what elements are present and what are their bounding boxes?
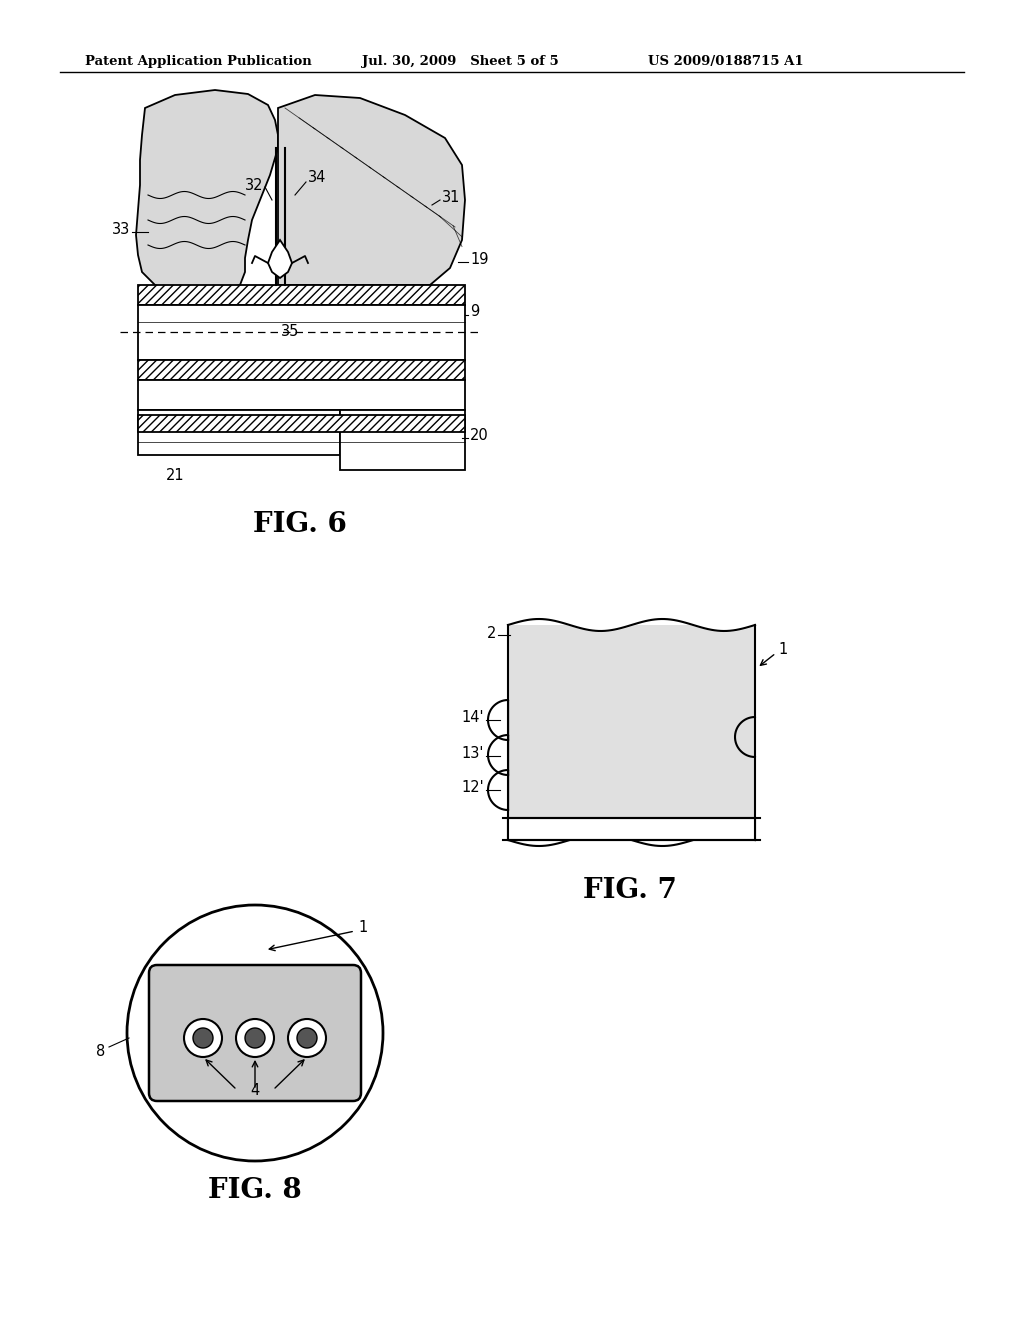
Polygon shape (138, 305, 465, 360)
Text: 1: 1 (358, 920, 368, 935)
Circle shape (184, 1019, 222, 1057)
Circle shape (297, 1028, 317, 1048)
Bar (508, 624, 755, 840)
Text: FIG. 6: FIG. 6 (253, 511, 347, 539)
Bar (508, 818, 755, 840)
Polygon shape (268, 240, 292, 279)
Text: Jul. 30, 2009   Sheet 5 of 5: Jul. 30, 2009 Sheet 5 of 5 (362, 55, 559, 69)
Circle shape (245, 1028, 265, 1048)
Polygon shape (278, 95, 465, 285)
Text: 12': 12' (462, 780, 484, 796)
Text: FIG. 8: FIG. 8 (208, 1176, 302, 1204)
Text: 14': 14' (462, 710, 484, 726)
Text: 8: 8 (96, 1044, 105, 1059)
Polygon shape (138, 360, 465, 380)
Text: 34: 34 (308, 170, 327, 186)
Text: FIG. 7: FIG. 7 (583, 876, 677, 903)
Text: 9: 9 (470, 305, 479, 319)
Text: 19: 19 (470, 252, 488, 268)
Text: 21: 21 (166, 467, 184, 483)
Text: 20: 20 (470, 428, 488, 442)
Text: 4: 4 (251, 1082, 260, 1098)
Text: 2: 2 (486, 626, 496, 640)
Text: 31: 31 (442, 190, 461, 206)
Text: Patent Application Publication: Patent Application Publication (85, 55, 311, 69)
Polygon shape (138, 414, 465, 432)
Circle shape (288, 1019, 326, 1057)
FancyBboxPatch shape (150, 965, 361, 1101)
Text: 13': 13' (462, 746, 484, 760)
Text: 33: 33 (112, 223, 130, 238)
Polygon shape (136, 90, 278, 294)
Text: 35: 35 (281, 325, 299, 339)
Polygon shape (340, 411, 465, 470)
Circle shape (236, 1019, 274, 1057)
Text: 32: 32 (245, 177, 263, 193)
Circle shape (127, 906, 383, 1162)
Polygon shape (138, 285, 465, 305)
Polygon shape (138, 380, 465, 411)
Text: US 2009/0188715 A1: US 2009/0188715 A1 (648, 55, 804, 69)
Circle shape (193, 1028, 213, 1048)
Text: 1: 1 (778, 643, 787, 657)
Polygon shape (138, 411, 340, 455)
